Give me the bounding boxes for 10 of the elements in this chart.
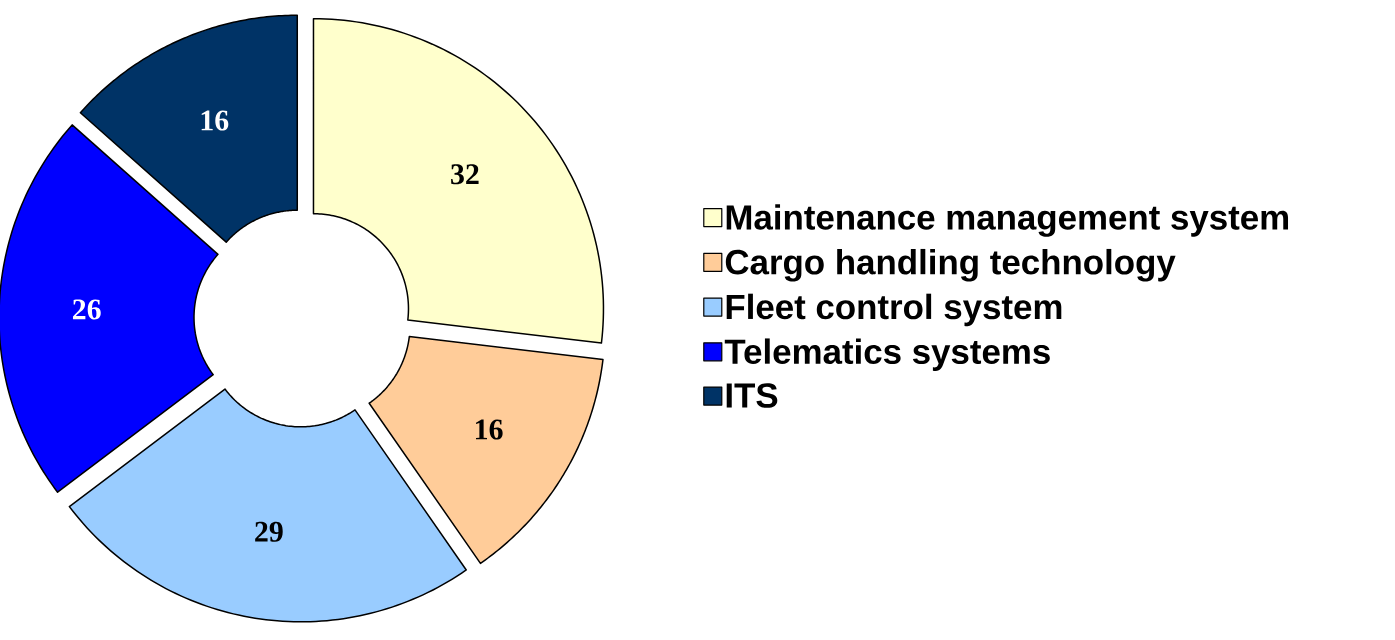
- data-label: 16: [201, 110, 229, 131]
- legend-label: Maintenance management system: [726, 204, 1289, 237]
- data-label: 29: [255, 521, 283, 542]
- legend-label: Cargo handling technology: [725, 248, 1176, 282]
- legend-label: ITS: [726, 383, 778, 408]
- data-label: 26: [72, 299, 101, 320]
- data-label: 32: [451, 164, 479, 185]
- data-label: 16: [476, 419, 503, 440]
- legend-label: Telematics systems: [724, 338, 1050, 371]
- legend-label: Fleet control system: [726, 293, 1062, 327]
